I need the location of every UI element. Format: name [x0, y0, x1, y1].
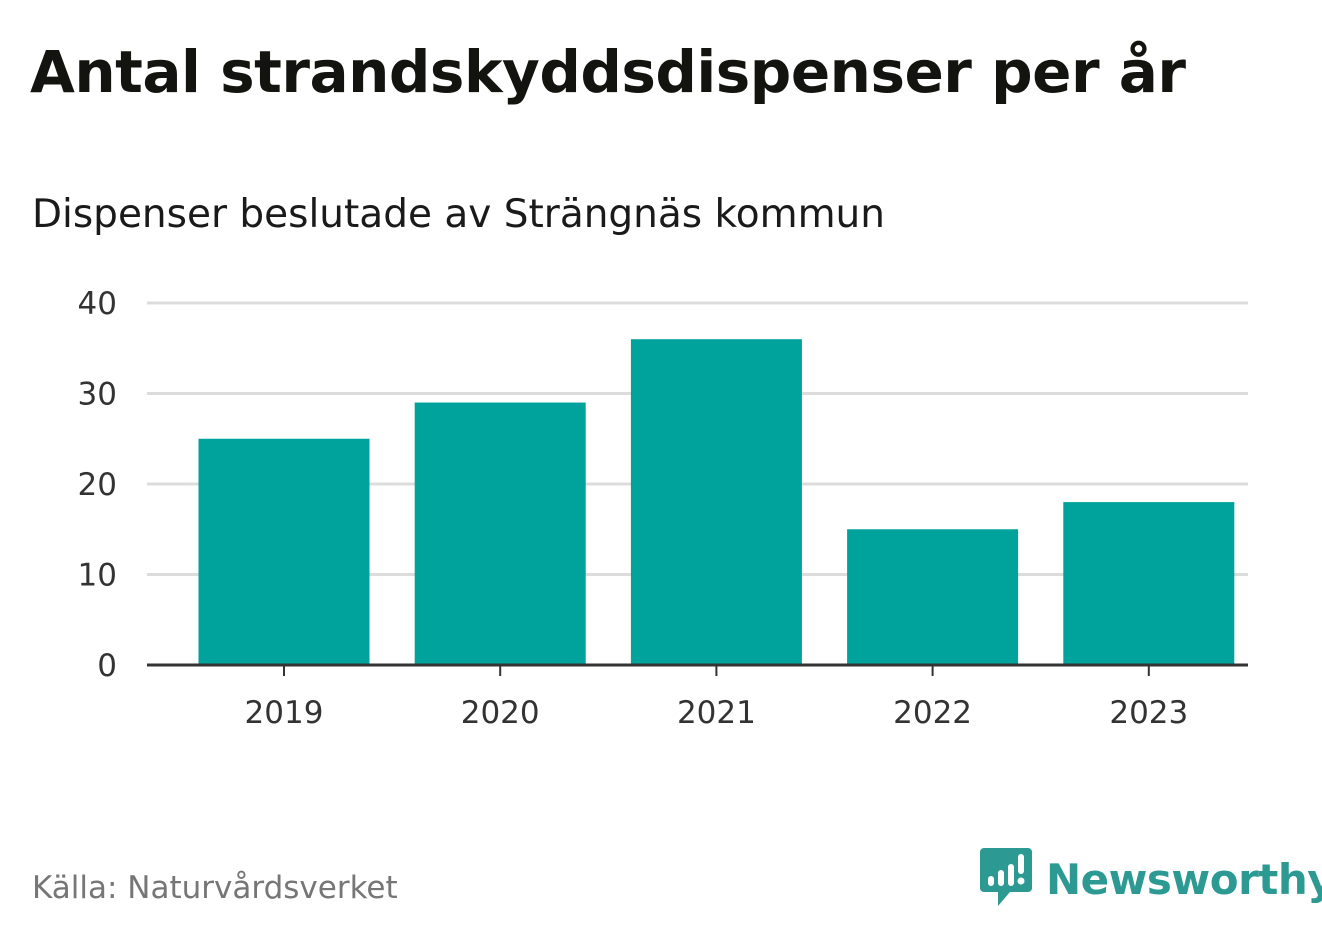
bar-2019	[198, 438, 370, 665]
y-tick-label-30: 30	[78, 377, 117, 413]
x-tick-label-2023: 2023	[1109, 695, 1188, 731]
y-tick-label-0: 0	[97, 648, 117, 684]
chart-subtitle: Dispenser beslutade av Strängnäs kommun	[32, 192, 885, 237]
y-tick-label-20: 20	[78, 467, 117, 503]
brand-logo: Newsworthy	[980, 848, 1322, 910]
x-tick-label-2019: 2019	[245, 695, 324, 731]
x-tick-label-2020: 2020	[461, 695, 540, 731]
bar-2021	[630, 339, 802, 665]
newsworthy-logo-icon	[980, 848, 1032, 906]
bar-2020	[414, 402, 586, 665]
bar-2023	[1063, 502, 1235, 665]
source-note: Källa: Naturvårdsverket	[32, 870, 398, 906]
brand-name: Newsworthy	[1046, 854, 1322, 904]
y-tick-label-40: 40	[78, 286, 117, 322]
x-tick-label-2022: 2022	[893, 695, 972, 731]
chart-title: Antal strandskyddsdispenser per år	[30, 38, 1186, 106]
bar-2022	[847, 529, 1019, 665]
bar-chart: 0 10 20 30 40 2019 2020 2021 2022 2023	[78, 286, 1248, 731]
x-tick-label-2021: 2021	[677, 695, 756, 731]
y-tick-label-10: 10	[78, 558, 117, 594]
